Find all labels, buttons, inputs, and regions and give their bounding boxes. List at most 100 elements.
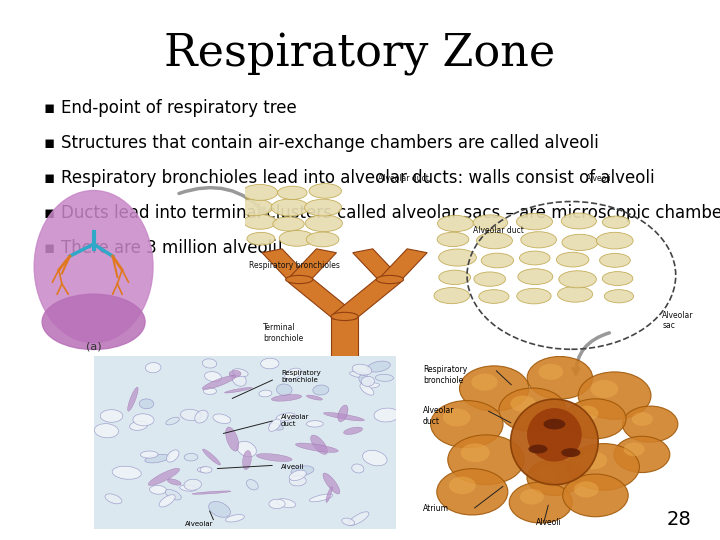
Ellipse shape [112,466,141,480]
Circle shape [557,252,589,267]
Circle shape [438,215,473,232]
Ellipse shape [130,421,148,430]
Text: Ducts lead into terminal clusters called alveolar sacs – are microscopic chamber: Ducts lead into terminal clusters called… [61,204,720,222]
Circle shape [557,286,593,302]
Text: 28: 28 [667,510,691,529]
Circle shape [600,253,630,267]
Ellipse shape [343,427,363,435]
Ellipse shape [202,375,235,389]
Circle shape [562,474,629,517]
Circle shape [449,477,476,494]
Text: ▪: ▪ [43,134,55,152]
Text: ▪: ▪ [43,99,55,117]
Polygon shape [289,249,336,281]
Ellipse shape [225,515,244,522]
Ellipse shape [510,399,598,485]
Circle shape [509,482,572,523]
Circle shape [437,469,508,515]
Text: End-point of respiratory tree: End-point of respiratory tree [61,99,297,117]
Circle shape [477,233,513,249]
Ellipse shape [42,294,145,349]
Circle shape [279,231,315,246]
Circle shape [527,460,582,495]
Ellipse shape [184,454,198,461]
Text: ▪: ▪ [43,204,55,222]
Ellipse shape [225,387,252,393]
Ellipse shape [256,454,292,462]
Ellipse shape [35,191,153,342]
Circle shape [624,442,644,456]
Ellipse shape [338,405,348,422]
Ellipse shape [276,413,295,421]
Ellipse shape [184,479,202,490]
Ellipse shape [246,480,258,490]
Ellipse shape [310,494,333,502]
Ellipse shape [284,368,302,380]
Ellipse shape [342,518,355,525]
Ellipse shape [271,394,302,401]
Text: Terminal
bronchiole: Terminal bronchiole [263,323,303,342]
Circle shape [632,412,653,426]
Circle shape [596,232,633,249]
Ellipse shape [194,410,208,423]
Ellipse shape [127,387,138,411]
Circle shape [623,406,678,442]
Circle shape [431,401,503,448]
Ellipse shape [180,485,197,491]
Circle shape [247,232,275,245]
Ellipse shape [348,512,369,525]
Circle shape [278,186,307,199]
Text: Alveolar
duct: Alveolar duct [281,414,310,427]
Ellipse shape [94,423,119,438]
Ellipse shape [269,499,285,509]
Text: Respiratory Zone: Respiratory Zone [164,32,556,76]
Ellipse shape [269,419,281,431]
Circle shape [603,216,630,228]
Ellipse shape [209,502,230,517]
Ellipse shape [562,448,580,457]
Circle shape [305,199,342,216]
Ellipse shape [310,435,328,454]
Ellipse shape [203,388,217,394]
Ellipse shape [289,476,306,486]
Ellipse shape [351,464,364,473]
Ellipse shape [148,468,179,485]
Text: Respiratory bronchioles: Respiratory bronchioles [249,261,341,269]
Ellipse shape [140,451,158,458]
Circle shape [527,356,593,399]
Polygon shape [353,249,400,281]
Circle shape [438,249,477,266]
Ellipse shape [200,467,212,473]
Ellipse shape [145,362,161,373]
Polygon shape [380,249,427,281]
Ellipse shape [363,450,387,466]
Text: Respiratory
bronchiole: Respiratory bronchiole [281,370,321,383]
Circle shape [520,489,544,504]
Text: There are 3 million alveoli!: There are 3 million alveoli! [61,239,284,258]
Ellipse shape [232,373,246,386]
Circle shape [564,399,626,438]
Ellipse shape [225,427,239,451]
Circle shape [614,436,670,472]
Text: (a): (a) [86,341,102,352]
Ellipse shape [276,384,292,395]
Ellipse shape [326,487,333,502]
Ellipse shape [291,466,314,476]
Text: Alveolar
duct: Alveolar duct [423,406,454,426]
Ellipse shape [237,441,256,457]
Ellipse shape [133,414,154,426]
Circle shape [559,271,596,288]
Ellipse shape [166,417,179,425]
Circle shape [479,289,509,303]
Ellipse shape [352,364,372,375]
Ellipse shape [363,383,379,388]
Ellipse shape [544,419,565,429]
Ellipse shape [377,275,403,284]
Circle shape [459,366,529,411]
Circle shape [461,443,490,462]
Text: Alveolar duct: Alveolar duct [378,174,429,184]
Polygon shape [262,249,309,281]
Circle shape [510,395,536,412]
Circle shape [518,269,553,285]
Ellipse shape [276,499,296,508]
